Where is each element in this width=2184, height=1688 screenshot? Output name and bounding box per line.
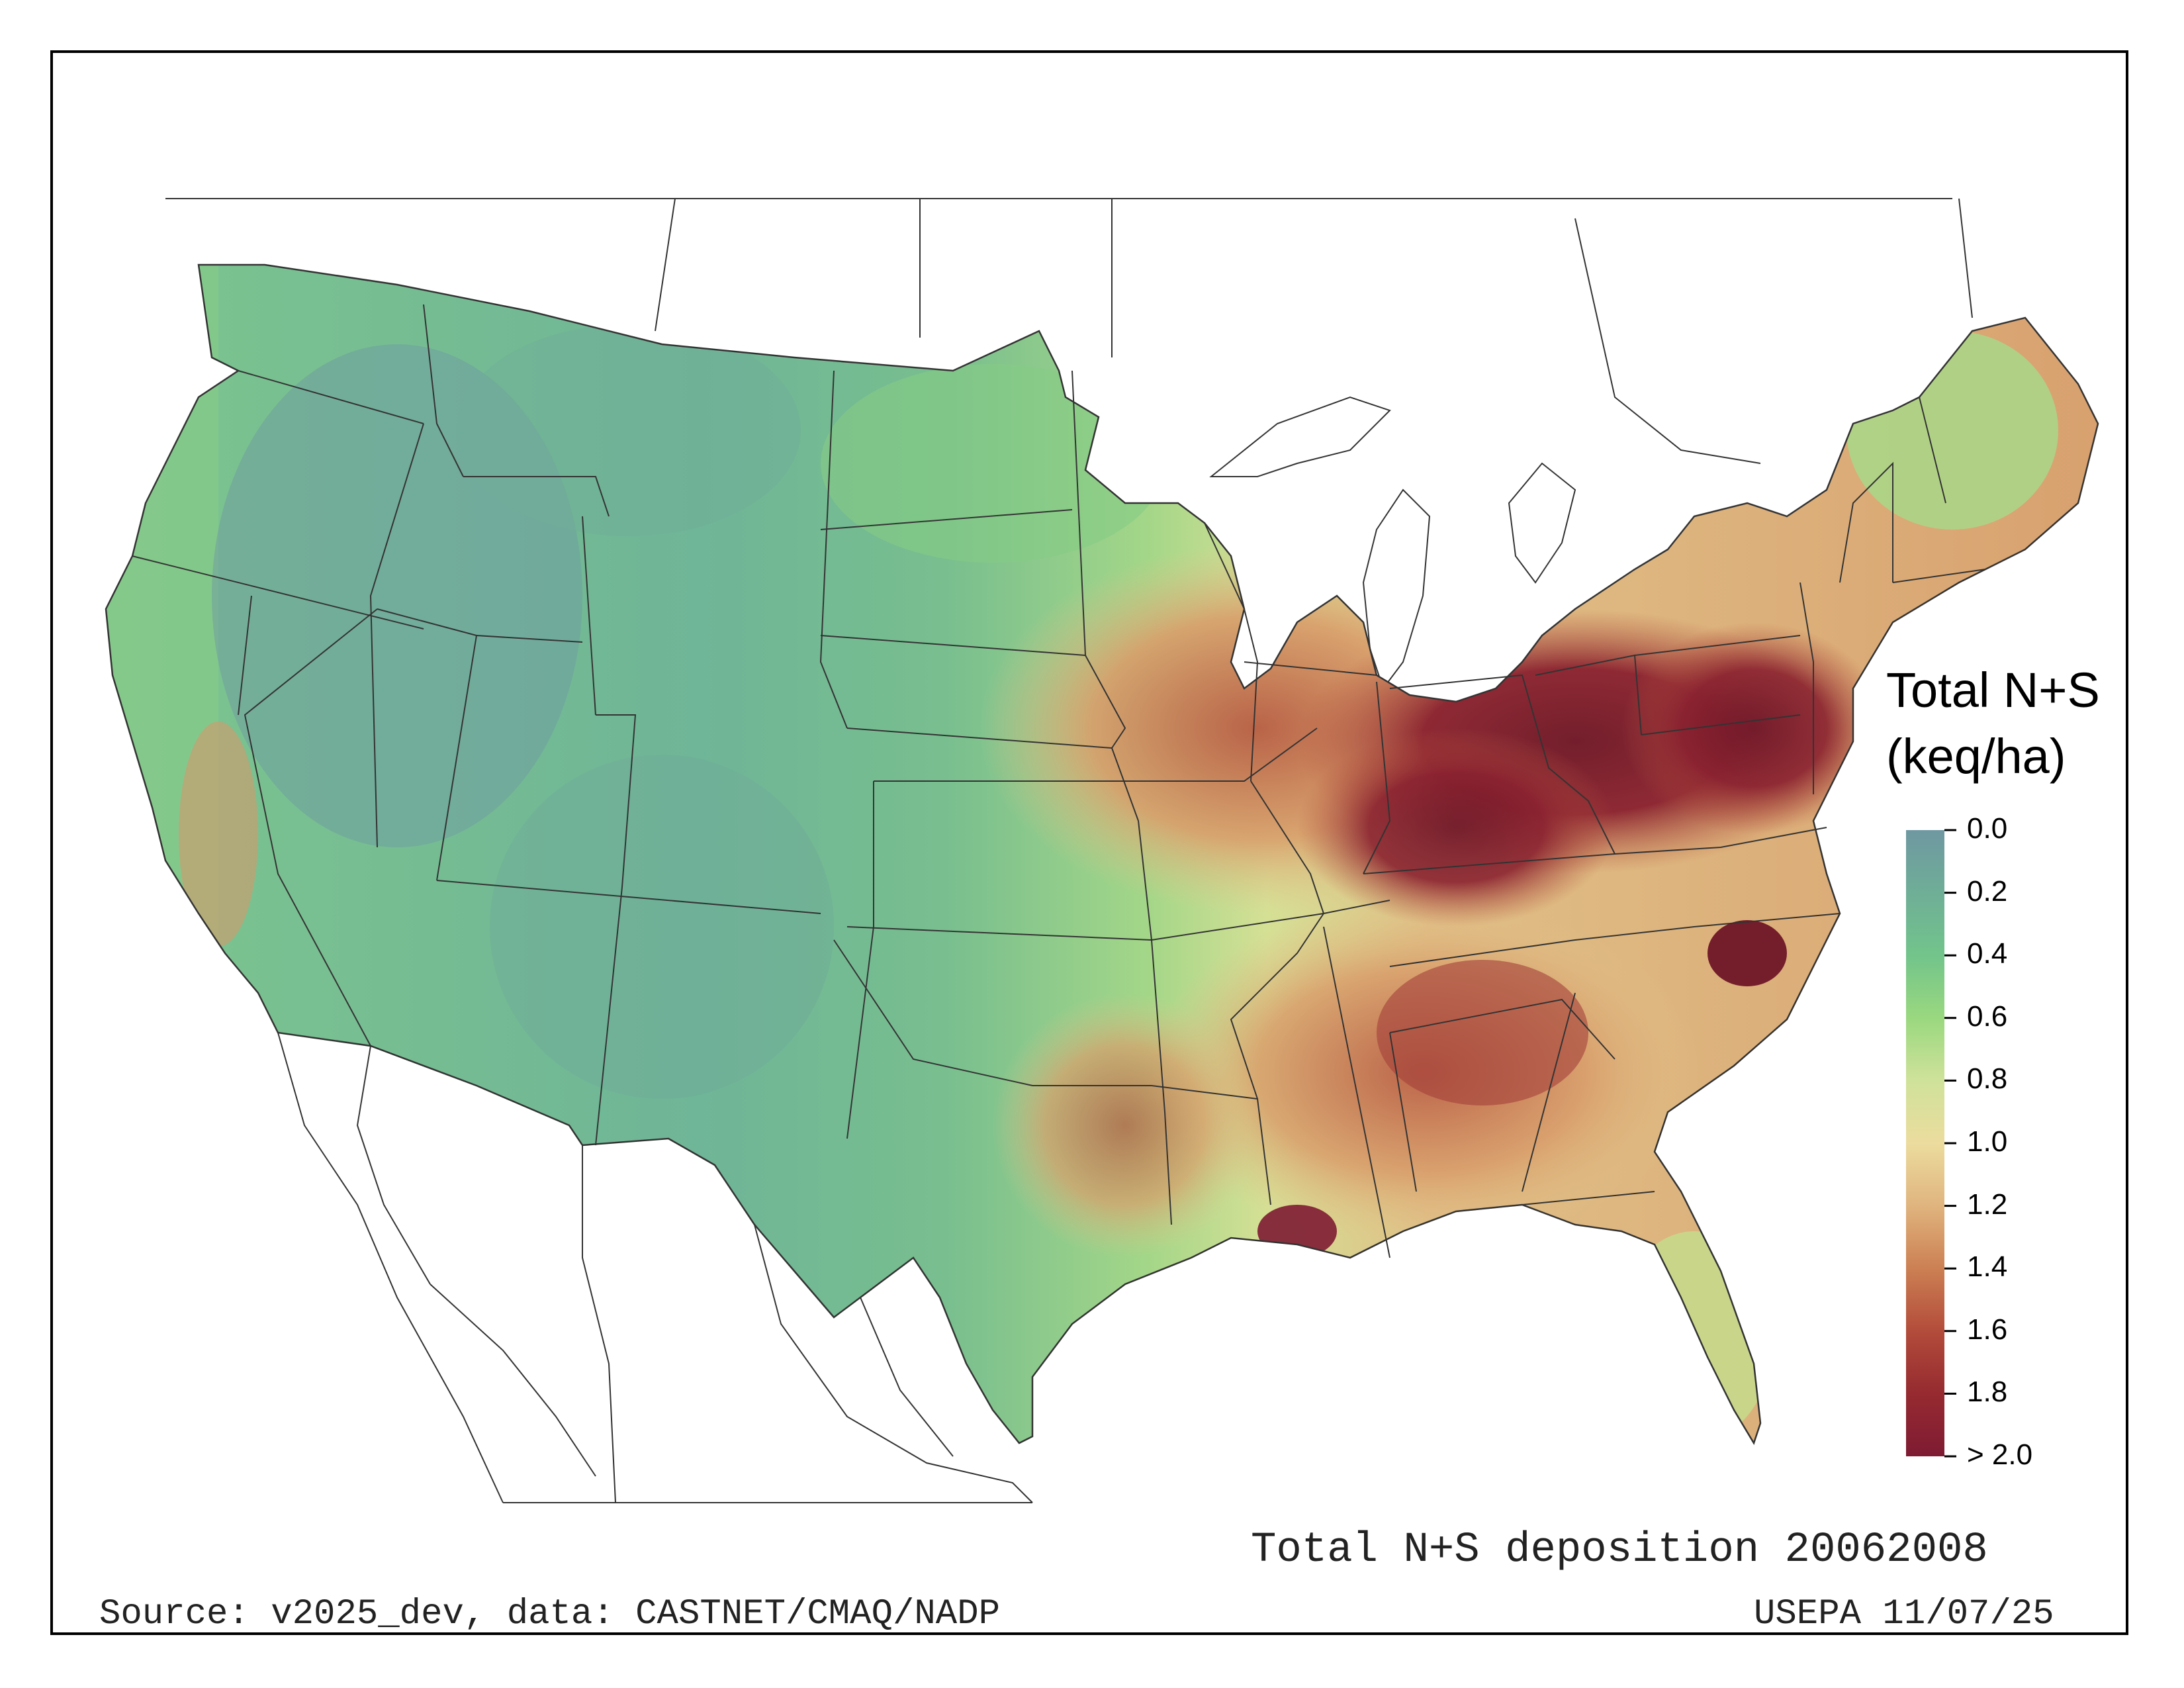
legend-colorbar [1906, 830, 1944, 1456]
legend-tick-label: 1.2 [1967, 1188, 2008, 1221]
legend-title-line2: (keq/ha) [1886, 729, 2066, 784]
legend-tick-label: 0.0 [1967, 812, 2008, 845]
legend-title-line1: Total N+S [1886, 663, 2100, 718]
legend-tick-label: 1.8 [1967, 1376, 2008, 1409]
legend-tick-label: 0.8 [1967, 1062, 2008, 1096]
legend-tick-label: 0.4 [1967, 937, 2008, 970]
map-title: Total N+S deposition 20062008 [1251, 1526, 1988, 1574]
state-borders [132, 304, 1986, 1258]
map-frame [50, 50, 2128, 1635]
neighbor-borders [165, 198, 1973, 1503]
credit-note: USEPA 11/07/25 [1754, 1594, 2054, 1634]
legend-tick-label: 1.6 [1967, 1313, 2008, 1346]
legend-tick-label: 1.4 [1967, 1250, 2008, 1284]
legend-tick-label: 0.2 [1967, 874, 2008, 908]
deposition-field [106, 265, 2098, 1443]
legend-tick-label: 0.6 [1967, 1000, 2008, 1033]
legend-tick-label: 1.0 [1967, 1125, 2008, 1158]
source-note: Source: v2025_dev, data: CASTNET/CMAQ/NA… [99, 1594, 1001, 1634]
legend-tick-label: > 2.0 [1967, 1438, 2033, 1471]
legend-tick-marks [1944, 829, 1956, 1458]
